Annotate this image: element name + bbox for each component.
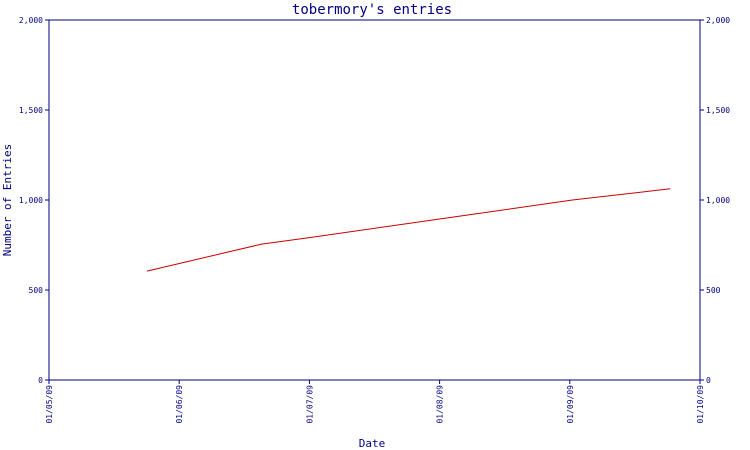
y-axis-left: 0 500 1,000 1,500 2,000 xyxy=(19,16,49,385)
x-tick-label: 01/07/09 xyxy=(305,385,314,424)
y-tick-label-left: 1,500 xyxy=(19,106,43,115)
y-tick-label-left: 2,000 xyxy=(19,16,43,25)
x-tick-label: 01/05/09 xyxy=(45,385,54,424)
y-tick-label-right: 1,000 xyxy=(706,196,730,205)
x-axis: 01/05/09 01/06/09 01/07/09 01/08/09 01/09/09… xyxy=(45,380,705,424)
chart-title: tobermory's entries xyxy=(292,2,452,18)
x-tick-label: 01/06/09 xyxy=(175,385,184,424)
y-tick-label-right: 1,500 xyxy=(706,106,730,115)
x-tick-label: 01/08/09 xyxy=(436,385,445,424)
x-tick-label: 01/09/09 xyxy=(566,385,575,424)
y-tick-label-right: 0 xyxy=(706,376,711,385)
y-tick-label-left: 500 xyxy=(29,286,44,295)
y-tick-label-right: 500 xyxy=(706,286,721,295)
plot-area-frame xyxy=(48,19,701,381)
series-group xyxy=(146,188,671,272)
y-axis-right: 0 500 1,000 1,500 2,000 xyxy=(700,16,730,385)
series-line xyxy=(146,188,671,272)
y-tick-label-left: 0 xyxy=(38,376,43,385)
y-axis-label: Number of Entries xyxy=(1,144,14,257)
x-tick-label: 01/10/09 xyxy=(696,385,705,424)
y-tick-label-right: 2,000 xyxy=(706,16,730,25)
y-tick-label-left: 1,000 xyxy=(19,196,43,205)
x-axis-label: Date xyxy=(359,437,386,450)
